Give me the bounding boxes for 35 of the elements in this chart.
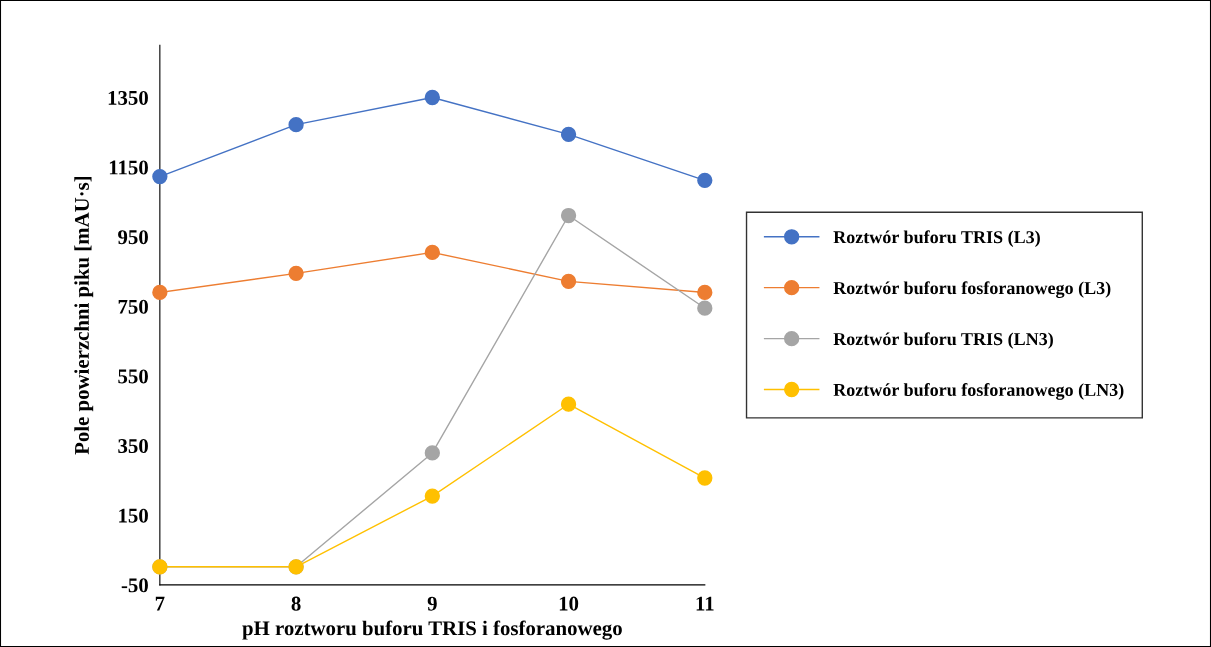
legend-label: Roztwór buforu TRIS (LN3) [833,332,1053,349]
y-tick-label: 1350 [108,90,148,105]
y-tick-label: 1150 [109,160,148,175]
y-tick-label: -50 [121,578,148,593]
y-tick-label: 350 [118,439,148,454]
y-tick-label: 750 [118,299,148,314]
y-tick-label: 950 [118,230,148,245]
x-tick-label: 7 [155,596,165,611]
point [697,300,713,316]
y-tick-label: 150 [119,508,148,523]
point [424,488,440,504]
point [424,445,440,461]
legend-label: Roztwór buforu TRIS (L3) [833,230,1040,247]
point [697,470,713,486]
point [152,168,168,185]
point [560,396,577,412]
y-tick-label: 550 [118,369,148,384]
x-tick-label: 8 [291,596,301,611]
y-axis-title: Pole powierzchni piku [mAU·s] [74,176,94,455]
point [424,244,440,261]
point [288,265,304,281]
point [560,273,577,289]
x-tick-label: 9 [427,596,437,611]
legend-label: Roztwór buforu fosforanowego (LN3) [833,383,1124,400]
x-axis-title: pH roztworu buforu TRIS i fosforanowego [242,620,622,640]
point [288,117,304,133]
x-tick-label: 11 [696,596,714,611]
point [424,89,440,106]
point [560,126,577,143]
x-tick-label: 10 [559,596,579,611]
point [560,207,577,224]
point [152,284,168,301]
point [697,284,713,301]
legend-label: Roztwór buforu fosforanowego (L3) [833,281,1111,298]
point [697,172,713,189]
